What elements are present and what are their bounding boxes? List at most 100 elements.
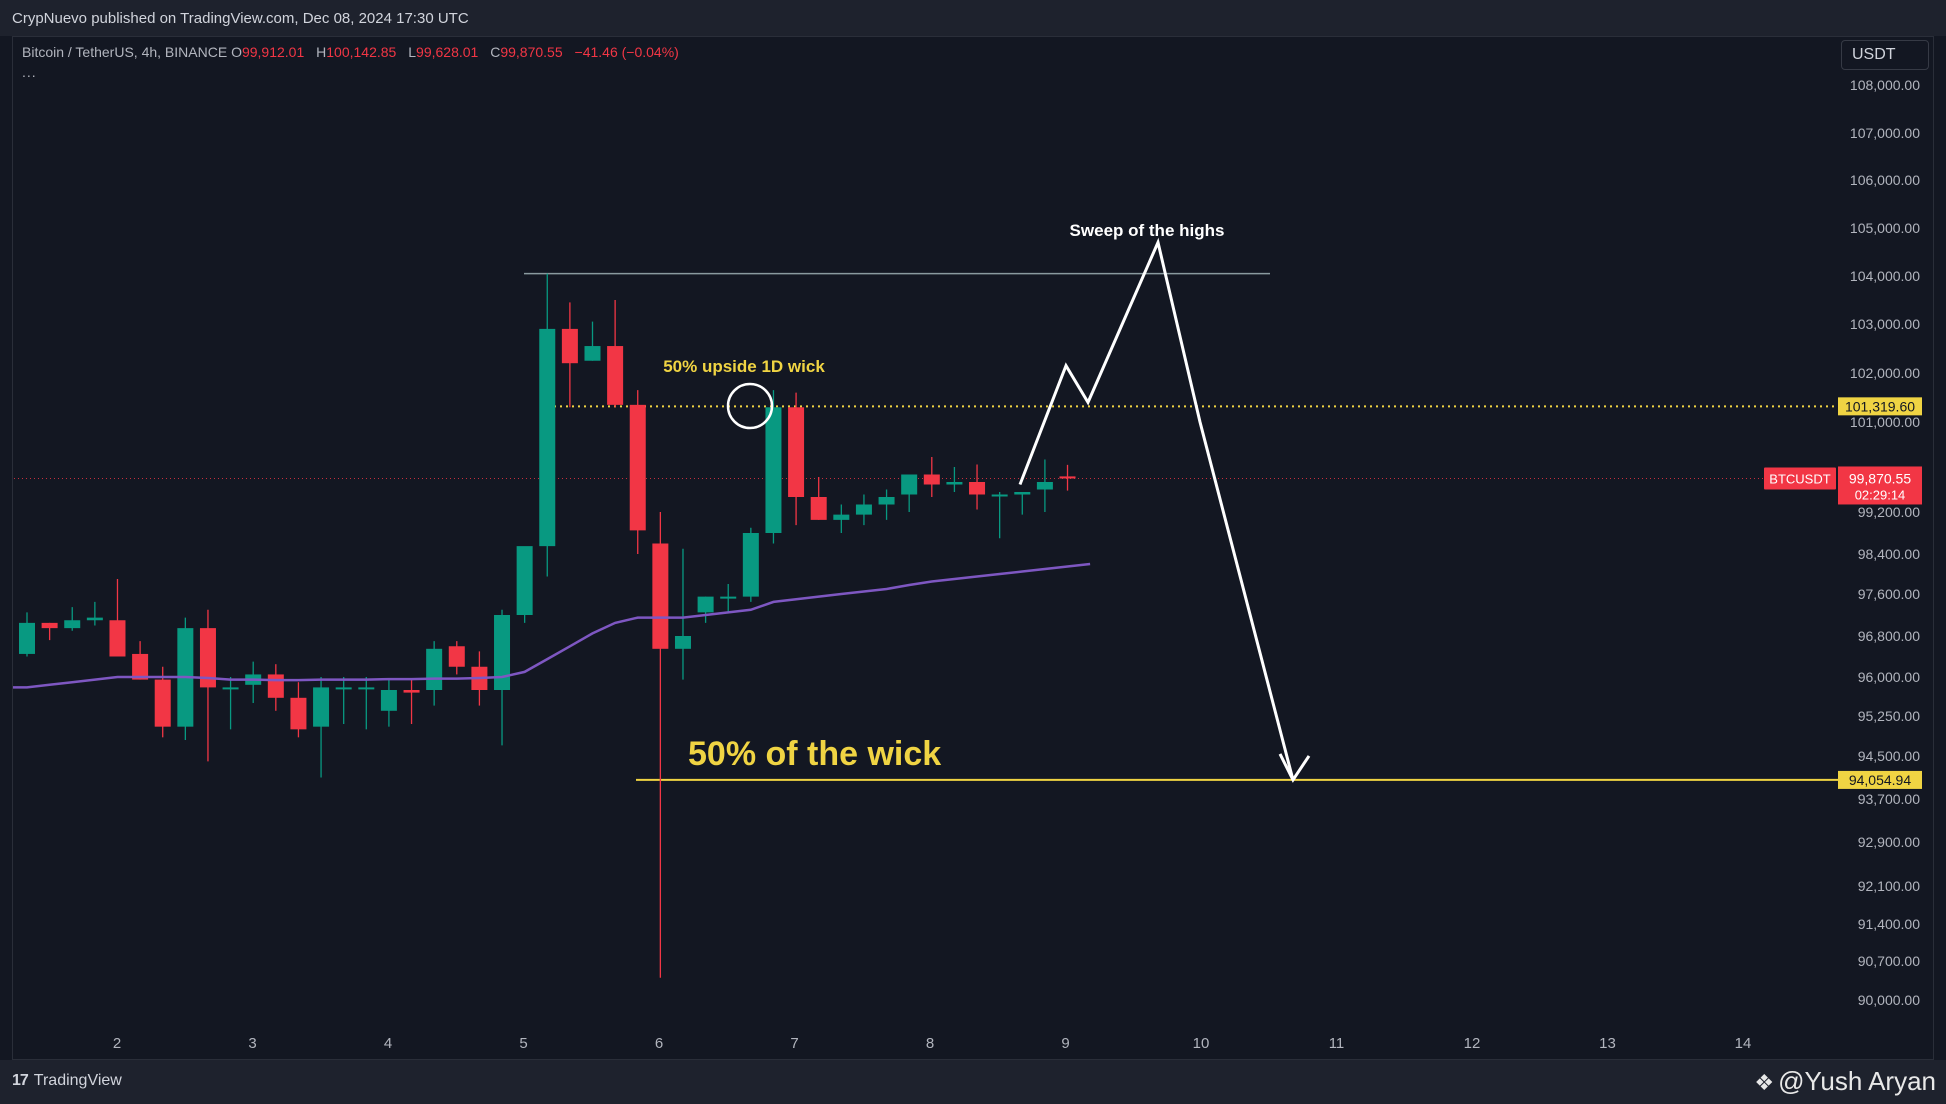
open-value: 99,912.01 [241, 44, 305, 60]
candle [1014, 492, 1031, 515]
upside-wick-price-tag: 101,319.60 [1845, 398, 1915, 414]
symbol-legend: Bitcoin / TetherUS, 4h, BINANCE O99,912.… [22, 44, 687, 60]
low-value: 99,628.01 [416, 44, 479, 60]
tradingview-brand: TradingView [33, 1072, 122, 1089]
candle-body [969, 482, 986, 495]
candle-body [1059, 476, 1076, 479]
low-key: L [408, 44, 417, 60]
candle-body [901, 474, 918, 495]
candle [878, 489, 895, 520]
close-value: 99,870.55 [500, 44, 563, 60]
candle [403, 679, 420, 724]
symbol-tag: BTCUSDT [1769, 471, 1830, 486]
open-key: O [231, 44, 242, 60]
price-tick-label: 108,000.00 [1850, 77, 1920, 93]
candle [765, 390, 782, 544]
price-tick-label: 104,000.00 [1850, 268, 1920, 284]
candle [923, 457, 940, 497]
candle-body [64, 620, 81, 629]
candle-body [833, 514, 850, 520]
price-tick-label: 97,600.00 [1858, 586, 1920, 602]
moving-average [13, 562, 1091, 689]
candle-body [154, 679, 171, 727]
candle [41, 622, 58, 641]
candle [290, 682, 307, 738]
candle-body [403, 690, 420, 693]
upside-wick-price-tag-bg [1838, 397, 1922, 416]
candle-body [946, 482, 963, 485]
price-tick-label: 96,000.00 [1858, 669, 1920, 685]
price-tick-label: 107,000.00 [1850, 125, 1920, 141]
price-axis: 108,000.00 107,000.00 106,000.00 105,000.00… [1764, 77, 1922, 1008]
candle [788, 392, 805, 526]
last-price-tag-bg [1838, 466, 1922, 505]
wick-50-price-tag: 94,054.94 [1849, 772, 1911, 788]
time-tick-label: 5 [519, 1035, 527, 1052]
wick-50-price-tag-bg [1838, 770, 1922, 789]
currency-button[interactable]: USDT [1841, 40, 1929, 70]
time-tick-label: 14 [1735, 1035, 1752, 1052]
candle [607, 300, 624, 408]
candle [629, 390, 646, 554]
candle-body [267, 674, 284, 698]
tradingview-mark-icon: 17 [12, 1072, 29, 1089]
legend-more-button[interactable]: ... [22, 64, 37, 80]
symbol-name[interactable]: Bitcoin / TetherUS, 4h, BINANCE [22, 44, 228, 60]
candle [539, 273, 556, 577]
time-tick-label: 10 [1193, 1035, 1210, 1052]
publish-info: CrypNuevo published on TradingView.com, … [12, 10, 469, 27]
candle-body [494, 615, 511, 690]
candle-body [86, 617, 103, 621]
candle [199, 609, 216, 762]
candle [267, 664, 284, 711]
time-axis: 2 3 4 5 6 7 8 9 10 11 12 13 14 [113, 1035, 1752, 1052]
price-tick-label: 91,400.00 [1858, 916, 1920, 932]
candle-body [855, 504, 872, 515]
candle-body [607, 346, 624, 405]
candle-body [19, 622, 35, 654]
candle-body [561, 328, 578, 364]
candle-body [788, 407, 805, 497]
candle [901, 474, 918, 512]
price-tick-label: 95,250.00 [1858, 708, 1920, 724]
price-tick-label: 92,100.00 [1858, 878, 1920, 894]
candle [946, 467, 963, 492]
diamond-icon: ❖ [1754, 1070, 1775, 1095]
candle-body [448, 646, 465, 667]
price-tick-label: 105,000.00 [1850, 220, 1920, 236]
tradingview-logo[interactable]: 17 TradingView [12, 1072, 122, 1090]
candle-body [629, 404, 646, 531]
candle [154, 666, 171, 738]
candle [64, 607, 81, 631]
candle-body [674, 636, 691, 649]
candle [313, 677, 330, 778]
time-tick-label: 12 [1464, 1035, 1481, 1052]
high-value: 100,142.85 [326, 44, 397, 60]
price-tick-label: 99,200.00 [1858, 504, 1920, 520]
candle [177, 617, 194, 740]
price-tick-label: 106,000.00 [1850, 172, 1920, 188]
candle [561, 302, 578, 408]
candle-body [199, 628, 216, 688]
time-tick-label: 3 [248, 1035, 256, 1052]
candles [19, 273, 1076, 978]
time-tick-label: 2 [113, 1035, 121, 1052]
chart-frame [12, 36, 1934, 1060]
publish-header: CrypNuevo published on TradingView.com, … [0, 0, 1946, 36]
price-tick-label: 90,700.00 [1858, 953, 1920, 969]
candle [991, 492, 1008, 539]
candle-body [426, 648, 443, 690]
countdown-tag: 02:29:14 [1855, 487, 1906, 502]
change-value: −41.46 (−0.04%) [574, 44, 679, 60]
price-tick-label: 92,900.00 [1858, 834, 1920, 850]
candle [132, 641, 149, 680]
last-price-tag: 99,870.55 [1849, 470, 1911, 486]
candle [652, 512, 669, 978]
time-tick-label: 11 [1329, 1035, 1345, 1052]
price-tick-label: 90,000.00 [1858, 992, 1920, 1008]
high-key: H [316, 44, 327, 60]
candle [448, 641, 465, 675]
candle-body [1036, 482, 1053, 490]
symbol-tag-bg [1764, 467, 1836, 490]
